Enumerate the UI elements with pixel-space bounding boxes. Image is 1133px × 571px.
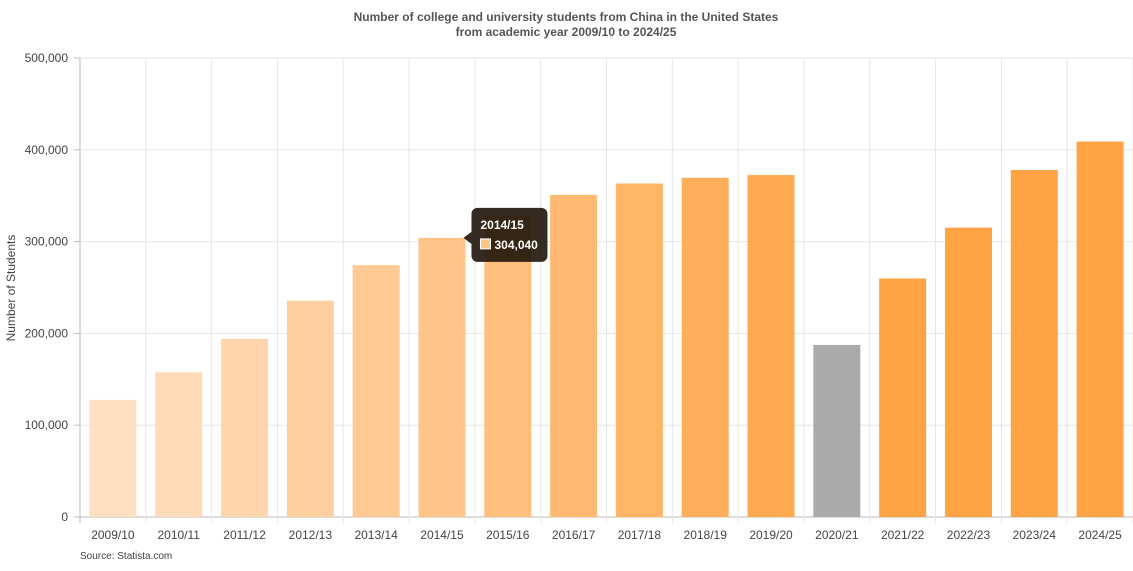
- y-tick-label: 500,000: [25, 51, 69, 65]
- bar[interactable]: [550, 194, 598, 517]
- bar[interactable]: [221, 338, 269, 517]
- tooltip-value: 304,040: [494, 238, 538, 252]
- bars: [89, 141, 1124, 518]
- x-tick-label: 2023/24: [1013, 528, 1057, 542]
- y-tick-label: 400,000: [25, 143, 69, 157]
- x-tick-label: 2016/17: [552, 528, 596, 542]
- bar[interactable]: [1076, 141, 1124, 517]
- tooltip-background: [471, 207, 548, 262]
- y-axis-ticks: 0 100,000 200,000 300,000 400,000 500,000: [25, 51, 69, 524]
- x-tick-label: 2022/23: [947, 528, 991, 542]
- bar[interactable]: [418, 237, 466, 517]
- y-tick-label: 200,000: [25, 326, 69, 340]
- chart-title: Number of college and university student…: [354, 10, 779, 24]
- x-tick-label: 2009/10: [91, 528, 135, 542]
- grid-lines: [74, 57, 1133, 523]
- x-tick-label: 2021/22: [881, 528, 925, 542]
- x-tick-label: 2019/20: [749, 528, 793, 542]
- x-tick-label: 2020/21: [815, 528, 859, 542]
- y-axis-label: Number of Students: [4, 235, 18, 342]
- x-tick-label: 2012/13: [289, 528, 333, 542]
- tooltip: 2014/15 304,040: [463, 207, 548, 262]
- tooltip-title: 2014/15: [480, 218, 524, 232]
- x-tick-label: 2024/25: [1078, 528, 1122, 542]
- x-axis-ticks: 2009/10 2010/11 2011/12 2012/13 2013/14 2014/…: [91, 528, 1122, 542]
- x-tick-label: 2013/14: [354, 528, 398, 542]
- chart-source[interactable]: Source: Statista.com: [80, 551, 172, 562]
- bar[interactable]: [615, 183, 663, 517]
- bar[interactable]: [352, 265, 400, 517]
- bar[interactable]: [484, 215, 532, 517]
- x-tick-label: 2014/15: [420, 528, 464, 542]
- y-tick-label: 100,000: [25, 418, 69, 432]
- bar[interactable]: [879, 278, 927, 517]
- bar[interactable]: [89, 399, 137, 517]
- tooltip-pointer: [463, 231, 472, 244]
- bar[interactable]: [155, 372, 203, 517]
- bar[interactable]: [1010, 169, 1058, 517]
- chart-subtitle: from academic year 2009/10 to 2024/25: [456, 25, 677, 39]
- y-tick-label: 300,000: [25, 235, 69, 249]
- bar[interactable]: [286, 300, 334, 517]
- x-tick-label: 2015/16: [486, 528, 530, 542]
- x-tick-label: 2010/11: [157, 528, 200, 542]
- x-tick-label: 2011/12: [223, 528, 266, 542]
- bar[interactable]: [944, 227, 992, 517]
- x-tick-label: 2018/19: [684, 528, 728, 542]
- bar[interactable]: [681, 177, 729, 517]
- x-tick-label: 2017/18: [618, 528, 662, 542]
- tooltip-swatch: [479, 238, 491, 250]
- bar[interactable]: [813, 344, 861, 517]
- bar[interactable]: [747, 175, 795, 518]
- y-tick-label: 0: [61, 510, 68, 524]
